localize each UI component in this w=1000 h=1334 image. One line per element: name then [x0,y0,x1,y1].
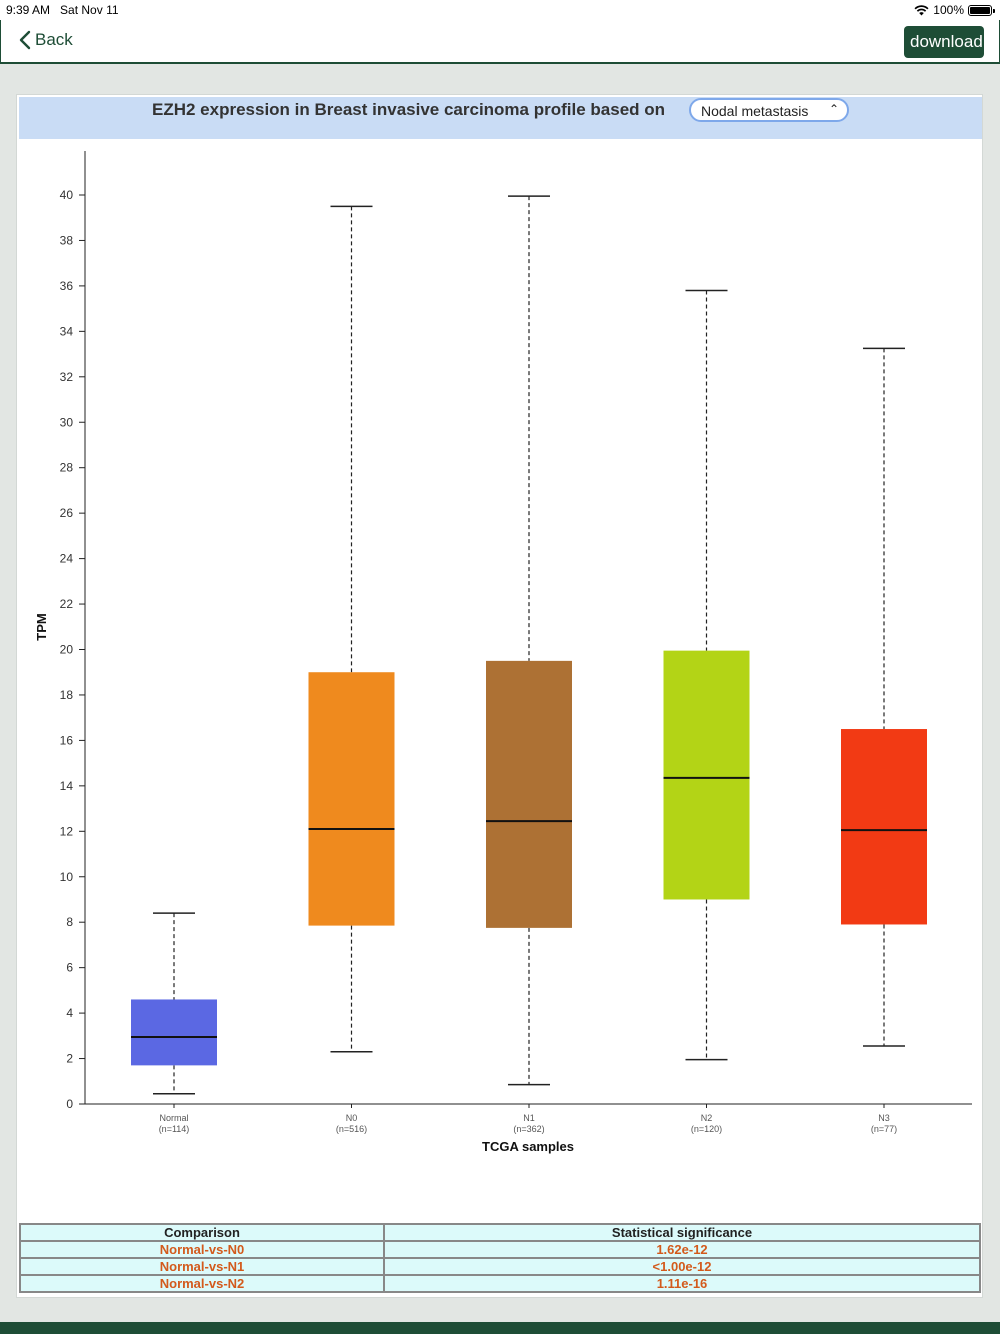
select-updown-icon: ⌃ [828,102,839,116]
box-n2 [663,650,750,900]
col-significance: Statistical significance [383,1223,981,1242]
status-time: 9:39 AM Sat Nov 11 [6,3,119,17]
y-tick-label: 16 [60,733,74,747]
significance-cell: 1.11e-16 [383,1274,981,1293]
y-tick-label: 10 [60,870,74,884]
box-plot: 0246810121416182022242628303234363840TPM… [34,151,972,1154]
box-n3 [841,729,927,925]
comparison-cell: Normal-vs-N2 [19,1274,385,1293]
comparison-cell: Normal-vs-N0 [19,1240,385,1259]
card-header: EZH2 expression in Breast invasive carci… [19,97,982,139]
significance-cell: <1.00e-12 [383,1257,981,1276]
y-tick-label: 14 [60,779,74,793]
status-bar: 9:39 AM Sat Nov 11 100% [0,0,1000,20]
y-tick-label: 40 [60,188,74,202]
table-row: Normal-vs-N1 <1.00e-12 [19,1257,981,1276]
stats-header-row: Comparison Statistical significance [19,1223,981,1242]
x-tick-label: N1 [523,1113,535,1123]
stats-table: Comparison Statistical significance Norm… [19,1223,981,1293]
x-tick-label: Normal [159,1113,188,1123]
battery-icon [968,4,995,16]
wifi-icon [914,4,929,15]
box-n1 [486,660,572,928]
x-tick-count: (n=77) [871,1124,897,1134]
y-tick-label: 34 [60,324,74,338]
y-tick-label: 32 [60,370,74,384]
x-tick-label: N3 [878,1113,890,1123]
y-tick-label: 30 [60,415,74,429]
x-tick-label: N2 [701,1113,713,1123]
x-tick-count: (n=516) [336,1124,367,1134]
y-tick-label: 18 [60,688,74,702]
download-button[interactable]: download [904,26,984,58]
comparison-cell: Normal-vs-N1 [19,1257,385,1276]
nav-bar: Back download [0,20,1000,64]
y-tick-label: 24 [60,552,74,566]
back-label: Back [35,30,73,49]
y-tick-label: 6 [66,961,73,975]
y-tick-label: 22 [60,597,74,611]
chart-card: EZH2 expression in Breast invasive carci… [16,94,983,1298]
y-tick-label: 4 [66,1006,73,1020]
back-button[interactable]: Back [19,30,73,50]
profile-select[interactable]: Nodal metastasis ⌃ [689,98,849,122]
x-axis-label: TCGA samples [482,1139,574,1154]
y-axis-label: TPM [34,613,49,640]
significance-cell: 1.62e-12 [383,1240,981,1259]
box-n0 [308,672,395,926]
x-tick-count: (n=114) [159,1124,190,1134]
y-tick-label: 20 [60,643,74,657]
y-tick-label: 28 [60,461,74,475]
y-tick-label: 12 [60,824,74,838]
x-tick-count: (n=120) [691,1124,722,1134]
chart-title: EZH2 expression in Breast invasive carci… [152,100,666,119]
y-tick-label: 8 [66,915,73,929]
x-tick-count: (n=362) [513,1124,544,1134]
x-tick-label: N0 [346,1113,358,1123]
y-tick-label: 26 [60,506,74,520]
box-normal [131,999,217,1066]
y-tick-label: 2 [66,1052,73,1066]
status-right: 100% [914,3,995,17]
table-row: Normal-vs-N0 1.62e-12 [19,1240,981,1259]
chevron-left-icon [19,30,31,50]
bottom-bar [0,1322,1000,1334]
profile-select-value: Nodal metastasis [701,103,809,119]
table-row: Normal-vs-N2 1.11e-16 [19,1274,981,1293]
y-tick-label: 36 [60,279,74,293]
y-tick-label: 0 [66,1097,73,1111]
y-tick-label: 38 [60,233,74,247]
battery-percent: 100% [933,3,964,17]
col-comparison: Comparison [19,1223,385,1242]
